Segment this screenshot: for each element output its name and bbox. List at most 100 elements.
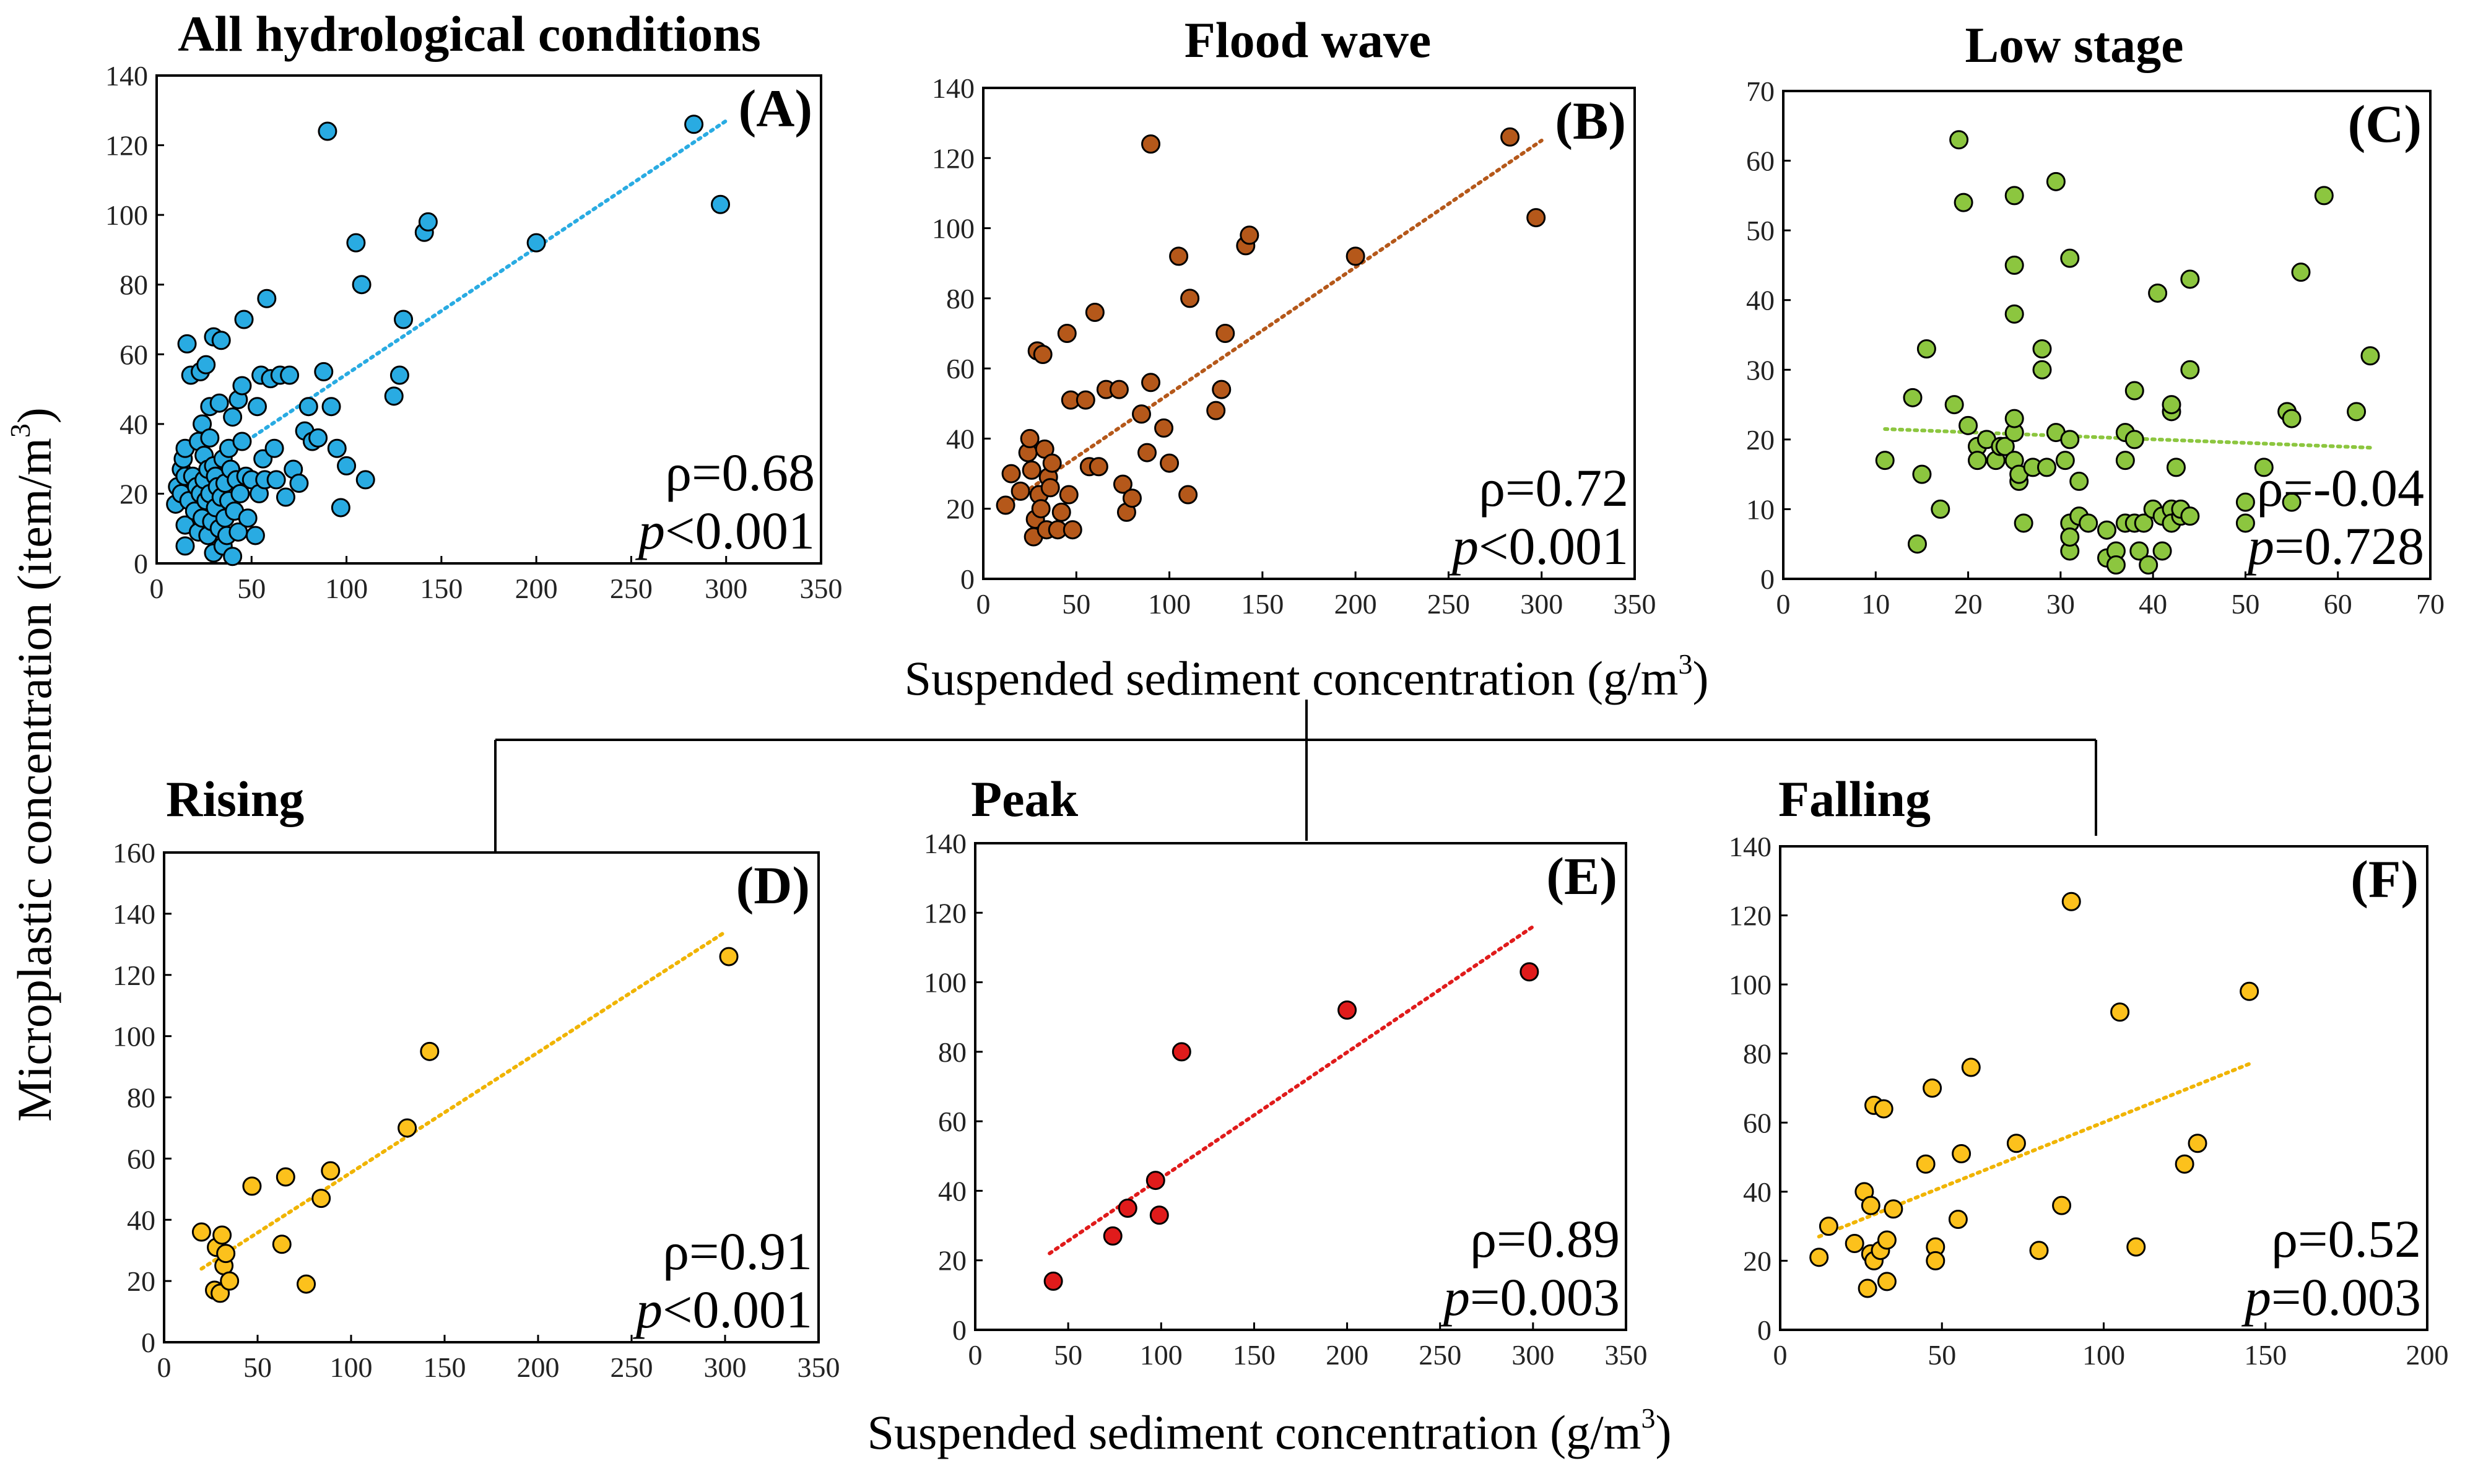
data-point (2347, 402, 2367, 422)
x-tick-label: 300 (704, 1352, 747, 1383)
data-point (1160, 453, 1180, 473)
x-tick-label: 300 (1511, 1339, 1554, 1371)
x-tick-label: 30 (2046, 588, 2075, 620)
data-point (2139, 555, 2158, 575)
y-tick-label: 20 (120, 478, 148, 510)
rho-stat: ρ=0.72 (1479, 458, 1628, 518)
data-point (232, 376, 252, 396)
data-point (298, 397, 318, 417)
data-point (2037, 458, 2056, 477)
data-point (220, 1271, 240, 1291)
panel-title: Rising (166, 771, 304, 827)
x-tick-label: 250 (1427, 588, 1470, 620)
data-point (1884, 1199, 1903, 1219)
data-point (211, 331, 231, 350)
x-tick-label: 350 (800, 573, 843, 604)
rho-value: =-0.04 (2283, 458, 2424, 518)
data-point (2126, 1237, 2146, 1257)
panel-title: Flood wave (1185, 12, 1432, 68)
data-point (212, 1225, 232, 1245)
data-point (2180, 269, 2200, 289)
x-tick-label: 150 (1241, 588, 1284, 620)
data-point (2124, 430, 2144, 449)
data-point (2032, 360, 2052, 380)
data-point (314, 362, 334, 381)
y-tick-label: 0 (952, 1314, 967, 1346)
data-point (276, 1167, 295, 1187)
data-point (331, 498, 350, 518)
x-axis-label-top: Suspended sediment concentration (g/m3) (905, 648, 1709, 705)
y-tick-label: 140 (113, 898, 155, 930)
x-tick-label: 0 (1776, 588, 1791, 620)
rho-value: =0.89 (1497, 1209, 1620, 1269)
data-point (175, 536, 195, 556)
y-tick-label: 140 (924, 828, 967, 859)
y-tick-label: 30 (1746, 354, 1775, 386)
x-tick-label: 100 (2082, 1339, 2125, 1371)
data-point (355, 470, 375, 490)
rho-symbol: ρ (1479, 458, 1505, 518)
data-point (346, 233, 366, 253)
plot-frame (982, 87, 1636, 580)
data-point (1845, 1234, 1864, 1254)
p-symbol: p (2244, 516, 2274, 576)
data-point (2060, 248, 2080, 268)
y-tick-label: 20 (1746, 424, 1775, 456)
y-tick-label: 0 (141, 1327, 155, 1358)
x-tick-label: 50 (243, 1352, 272, 1383)
y-tick-label: 40 (946, 423, 975, 454)
y-tick-label: 20 (127, 1265, 155, 1297)
x-tick-label: 0 (150, 573, 164, 604)
data-point (1875, 451, 1895, 471)
data-point (1944, 395, 1964, 415)
y-tick-label: 20 (946, 493, 975, 525)
p-stat: p<0.001 (635, 501, 815, 560)
y-tick-label: 0 (1760, 563, 1775, 595)
data-point (1916, 1154, 1936, 1174)
y-tick-label: 120 (1729, 900, 1772, 932)
data-point (1154, 418, 1174, 438)
x-tick-label: 50 (1928, 1339, 1956, 1371)
panel-falling: Falling 0 50 100 150 200 0 20 40 60 80 100 120 140 (F… (1729, 771, 2449, 1371)
data-point (276, 487, 295, 507)
rho-value: =0.52 (2298, 1209, 2421, 1269)
data-point (2180, 360, 2200, 380)
data-point (2360, 346, 2380, 366)
data-point (257, 289, 277, 308)
p-value: =0.003 (1470, 1267, 1620, 1327)
data-point (1146, 1171, 1165, 1191)
rho-stat: ρ=0.89 (1470, 1209, 1620, 1269)
x-tick-label: 150 (2244, 1339, 2287, 1371)
rho-stat: ρ=0.52 (2271, 1209, 2421, 1269)
x-tick-label: 0 (976, 588, 991, 620)
y-tick-label: 120 (105, 130, 148, 162)
data-point (2046, 171, 2066, 191)
data-point (1141, 373, 1161, 393)
y-tick-label: 100 (105, 199, 148, 231)
y-tick-label: 40 (127, 1204, 155, 1236)
p-value: =0.728 (2274, 516, 2424, 576)
data-point (2079, 513, 2098, 533)
data-point (2240, 981, 2259, 1001)
data-point (2106, 555, 2126, 575)
data-point (272, 1234, 292, 1254)
x-tick-label: 100 (330, 1352, 373, 1383)
data-point (1051, 502, 1071, 522)
data-point (1040, 478, 1060, 498)
data-point (2014, 513, 2033, 533)
data-point (1877, 1272, 1897, 1291)
data-point (526, 233, 546, 253)
data-point (684, 115, 704, 134)
x-tick-label: 50 (1054, 1339, 1082, 1371)
data-point (1346, 246, 1365, 266)
y-tick-label: 70 (1746, 76, 1775, 107)
data-point (1180, 289, 1200, 308)
data-point (216, 1244, 236, 1264)
data-point (2052, 1195, 2072, 1215)
x-tick-label: 200 (2406, 1339, 2449, 1371)
data-point (2152, 541, 2172, 561)
data-point (2282, 492, 2302, 512)
x-tick-label: 50 (1062, 588, 1090, 620)
data-point (1122, 488, 1142, 508)
